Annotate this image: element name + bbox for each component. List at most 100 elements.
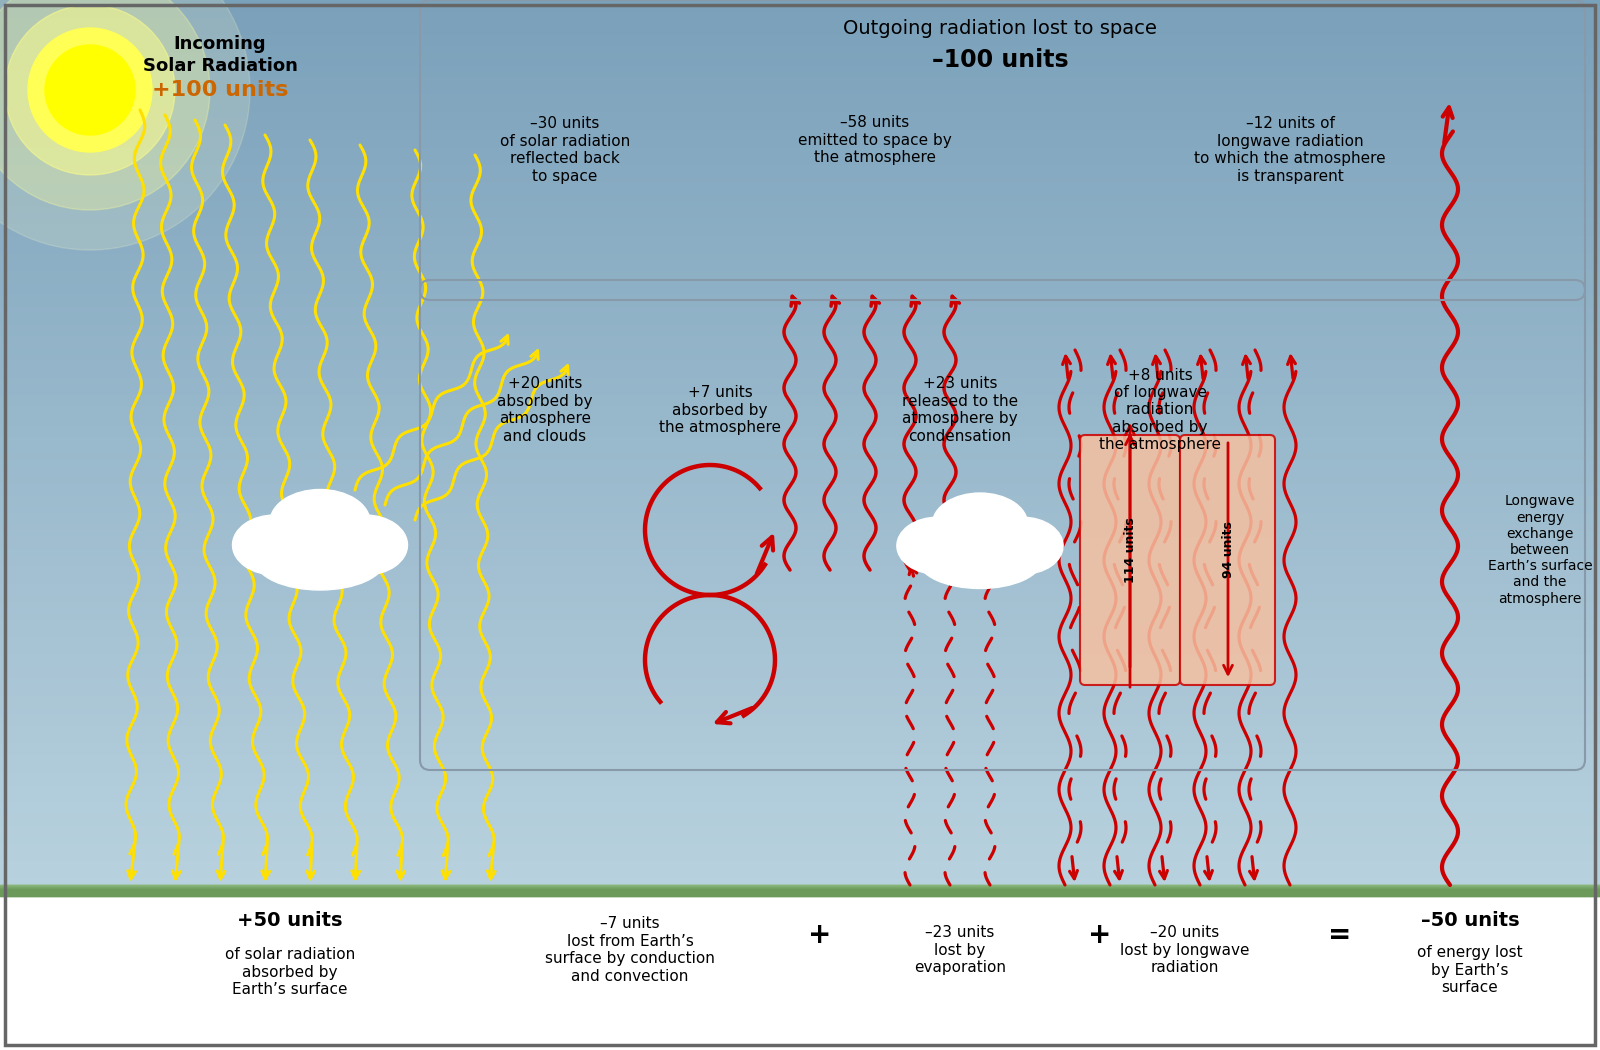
Bar — [0, 401, 1600, 407]
Bar — [0, 372, 1600, 378]
Bar — [0, 596, 1600, 602]
Text: of energy lost
by Earth’s
surface: of energy lost by Earth’s surface — [1418, 945, 1523, 995]
Bar — [0, 637, 1600, 643]
Bar — [0, 525, 1600, 531]
Circle shape — [45, 45, 134, 135]
Bar — [0, 890, 1600, 896]
Bar — [0, 755, 1600, 761]
Bar — [0, 626, 1600, 631]
Circle shape — [0, 0, 250, 250]
Bar — [0, 425, 1600, 430]
Bar — [0, 318, 1600, 324]
Bar — [0, 802, 1600, 808]
Circle shape — [29, 28, 152, 152]
Bar — [0, 889, 1600, 895]
Bar — [0, 737, 1600, 743]
Bar — [0, 324, 1600, 331]
Bar — [0, 118, 1600, 124]
Bar — [0, 861, 1600, 867]
Text: –58 units
emitted to space by
the atmosphere: –58 units emitted to space by the atmosp… — [798, 116, 952, 165]
Bar — [0, 779, 1600, 784]
Bar — [0, 708, 1600, 714]
Bar — [0, 888, 1600, 895]
Ellipse shape — [982, 518, 1062, 574]
Bar — [0, 201, 1600, 207]
FancyBboxPatch shape — [1080, 435, 1181, 685]
Bar — [0, 631, 1600, 637]
Bar — [0, 885, 1600, 890]
Bar — [0, 844, 1600, 849]
Bar — [0, 673, 1600, 678]
Ellipse shape — [232, 514, 317, 575]
Bar — [0, 259, 1600, 266]
Bar — [0, 466, 1600, 472]
Bar — [0, 160, 1600, 165]
Text: +7 units
absorbed by
the atmosphere: +7 units absorbed by the atmosphere — [659, 385, 781, 435]
Bar — [0, 59, 1600, 65]
Bar — [0, 502, 1600, 507]
Circle shape — [5, 5, 174, 175]
Bar — [0, 660, 1600, 667]
Bar — [0, 726, 1600, 732]
Bar — [0, 849, 1600, 856]
Bar — [0, 365, 1600, 372]
Bar — [0, 886, 1600, 891]
Bar — [0, 826, 1600, 832]
Bar — [0, 887, 1600, 894]
Bar — [0, 496, 1600, 502]
Bar — [0, 130, 1600, 135]
Bar — [0, 54, 1600, 59]
Bar — [0, 566, 1600, 572]
Bar — [0, 888, 1600, 894]
Bar — [0, 225, 1600, 230]
Bar — [0, 572, 1600, 579]
Ellipse shape — [918, 531, 1042, 588]
Bar — [0, 879, 1600, 885]
Ellipse shape — [323, 514, 408, 575]
Text: of solar radiation
absorbed by
Earth’s surface: of solar radiation absorbed by Earth’s s… — [226, 947, 355, 996]
Bar — [0, 685, 1600, 690]
Bar — [0, 507, 1600, 513]
Text: 94 units: 94 units — [1221, 522, 1235, 579]
Bar — [0, 218, 1600, 225]
Bar — [0, 489, 1600, 496]
Text: –20 units
lost by longwave
radiation: –20 units lost by longwave radiation — [1120, 925, 1250, 974]
Bar — [0, 531, 1600, 537]
Bar — [0, 342, 1600, 349]
Bar — [0, 856, 1600, 861]
Bar — [0, 442, 1600, 448]
Bar — [0, 702, 1600, 708]
Bar — [0, 887, 1600, 892]
Bar — [0, 887, 1600, 894]
Bar — [0, 307, 1600, 313]
Bar — [0, 478, 1600, 484]
Text: –30 units
of solar radiation
reflected back
to space: –30 units of solar radiation reflected b… — [499, 117, 630, 184]
Bar — [0, 430, 1600, 437]
Bar — [0, 886, 1600, 892]
Bar — [0, 236, 1600, 242]
Text: =: = — [1328, 921, 1352, 949]
Bar — [0, 177, 1600, 183]
Bar — [0, 18, 1600, 23]
Text: +: + — [1088, 921, 1112, 949]
Bar — [0, 183, 1600, 189]
Bar — [0, 94, 1600, 101]
Bar — [0, 649, 1600, 655]
Bar — [0, 537, 1600, 543]
Bar — [0, 88, 1600, 94]
Bar — [0, 887, 1600, 892]
Bar — [0, 867, 1600, 874]
Bar — [0, 455, 1600, 460]
Bar — [0, 720, 1600, 726]
Bar — [0, 886, 1600, 891]
Bar — [0, 83, 1600, 88]
Bar — [0, 784, 1600, 791]
Bar — [0, 29, 1600, 36]
Bar — [0, 761, 1600, 766]
Bar — [0, 889, 1600, 895]
Bar — [0, 336, 1600, 342]
Bar — [0, 194, 1600, 201]
Bar — [0, 295, 1600, 301]
Bar — [0, 579, 1600, 584]
Bar — [0, 584, 1600, 590]
